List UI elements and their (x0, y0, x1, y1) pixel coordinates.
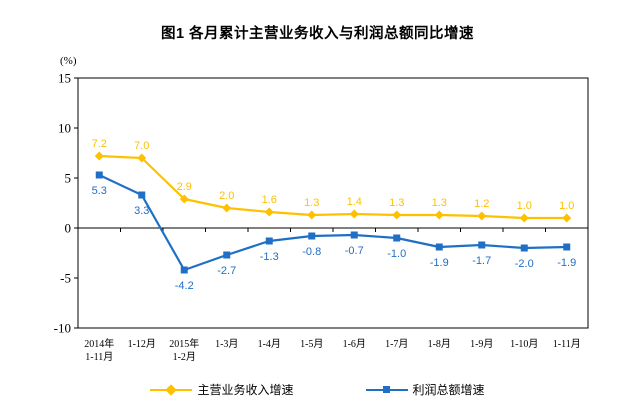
profit-growth-marker (350, 231, 358, 239)
x-axis-category-label: 1-10月 (510, 338, 538, 350)
y-axis-tick-label: 5 (65, 171, 72, 186)
profit-growth-data-label: -1.0 (387, 248, 406, 260)
x-axis-category-label: 2015年 1-2月 (169, 337, 199, 363)
profit-growth-marker (308, 232, 316, 240)
legend: 主营业务收入增速 利润总额增速 (0, 381, 635, 398)
revenue-growth-marker (94, 151, 104, 161)
revenue-growth-data-label: 7.2 (92, 138, 107, 150)
revenue-growth-data-label: 1.4 (347, 196, 362, 208)
x-axis-category-label: 1-5月 (300, 338, 323, 350)
revenue-growth-data-label: 1.3 (389, 197, 404, 209)
y-axis-tick-label: 15 (58, 71, 71, 86)
profit-growth-data-label: -1.3 (260, 251, 279, 263)
legend-label-revenue: 主营业务收入增速 (197, 383, 294, 397)
profit-growth-marker (393, 234, 401, 242)
revenue-growth-data-label: 1.0 (517, 200, 532, 212)
revenue-growth-marker (222, 203, 232, 213)
revenue-growth-data-label: 2.9 (177, 181, 192, 193)
square-marker-icon (383, 386, 390, 393)
revenue-growth-data-label: 1.6 (262, 194, 277, 206)
y-axis-tick-label: -5 (60, 271, 71, 286)
legend-label-profit: 利润总额增速 (412, 383, 485, 397)
x-axis-category-label: 1-4月 (258, 338, 281, 350)
revenue-growth-marker (137, 153, 147, 163)
revenue-growth-marker (477, 211, 487, 221)
profit-growth-data-label: -1.7 (472, 255, 491, 267)
legend-entry-profit: 利润总额增速 (365, 381, 485, 398)
profit-growth-marker (563, 243, 571, 251)
profit-growth-line (98, 173, 568, 272)
plot-frame (77, 77, 589, 329)
x-axis-category-label: 1-12月 (128, 338, 156, 350)
y-axis-tick-label: 10 (58, 121, 71, 136)
profit-growth-data-label: -0.8 (302, 246, 321, 258)
revenue-growth-marker (392, 210, 402, 220)
revenue-growth-data-label: 1.2 (474, 198, 489, 210)
revenue-growth-data-label: 1.3 (432, 197, 447, 209)
profit-series-swatch-icon (365, 384, 408, 396)
profit-growth-marker (223, 251, 231, 259)
profit-growth-data-label: 5.3 (92, 185, 107, 197)
profit-growth-data-label: -1.9 (430, 257, 449, 269)
y-axis-unit-label: (%) (60, 55, 77, 67)
profit-growth-data-label: -2.0 (515, 258, 534, 270)
y-axis-tick-label: -10 (54, 321, 71, 336)
diamond-marker-icon (165, 383, 178, 396)
revenue-growth-marker (349, 209, 359, 219)
revenue-growth-marker (434, 210, 444, 220)
profit-growth-data-label: 3.3 (134, 205, 149, 217)
revenue-growth-marker (264, 207, 274, 217)
revenue-growth-marker (519, 213, 529, 223)
x-axis-category-label: 2014年 1-11月 (84, 337, 114, 363)
profit-growth-marker (435, 243, 443, 251)
x-axis-category-label: 1-9月 (470, 338, 493, 350)
profit-growth-marker (95, 171, 103, 179)
profit-growth-data-label: -4.2 (175, 280, 194, 292)
x-axis-category-label: 1-6月 (343, 338, 366, 350)
x-axis-category-label: 1-8月 (428, 338, 451, 350)
revenue-growth-marker (179, 194, 189, 204)
revenue-growth-data-label: 7.0 (134, 140, 149, 152)
chart-title: 图1 各月累计主营业务收入与利润总额同比增速 (160, 26, 475, 42)
profit-growth-marker (520, 244, 528, 252)
legend-entry-revenue: 主营业务收入增速 (150, 381, 294, 398)
y-axis-tick-label: 0 (65, 221, 72, 236)
revenue-series-swatch-icon (150, 383, 193, 396)
x-axis-category-label: 1-7月 (385, 338, 408, 350)
x-axis-category-label: 1-11月 (553, 338, 581, 350)
profit-growth-marker (265, 237, 273, 245)
revenue-growth-line (98, 154, 568, 220)
revenue-growth-data-label: 2.0 (219, 190, 234, 202)
revenue-growth-data-label: 1.0 (559, 200, 574, 212)
revenue-growth-data-label: 1.3 (304, 197, 319, 209)
profit-growth-marker (138, 191, 146, 199)
x-axis-category-label: 1-3月 (215, 338, 238, 350)
profit-growth-data-label: -1.9 (557, 257, 576, 269)
revenue-growth-marker (562, 213, 572, 223)
profit-growth-data-label: -0.7 (345, 245, 364, 257)
revenue-growth-marker (307, 210, 317, 220)
profit-growth-data-label: -2.7 (217, 265, 236, 277)
profit-growth-marker (180, 266, 188, 274)
profit-growth-marker (478, 241, 486, 249)
